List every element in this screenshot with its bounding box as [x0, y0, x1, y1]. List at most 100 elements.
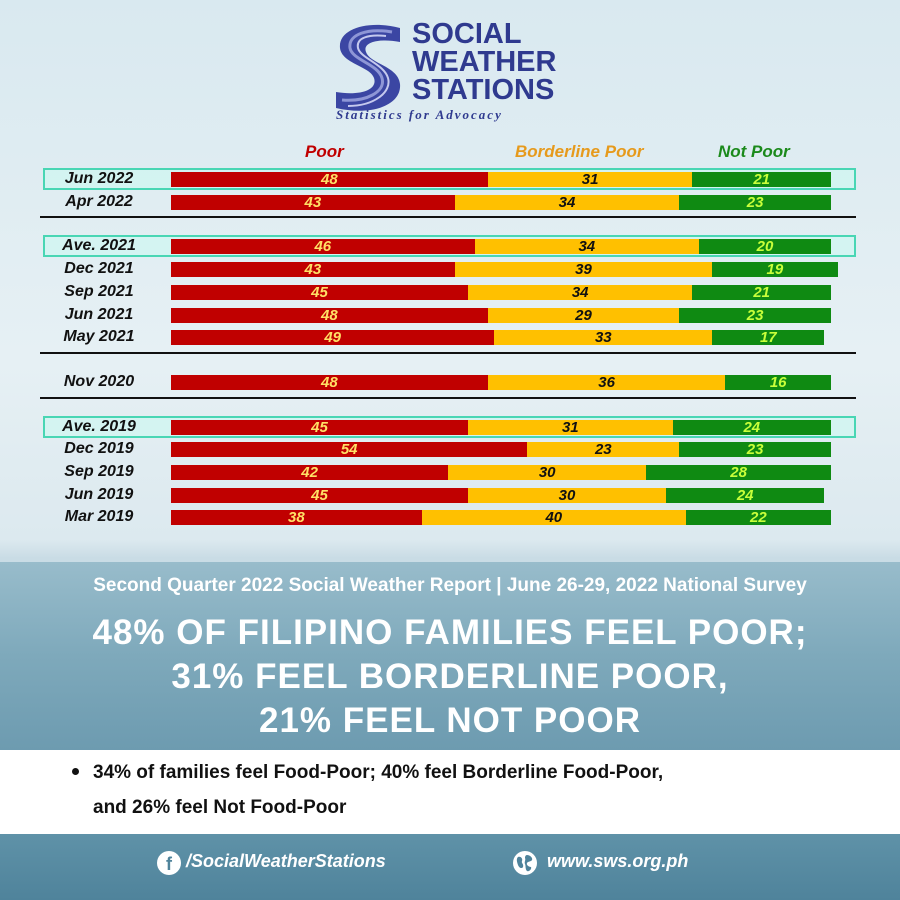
group-separator — [40, 351, 856, 354]
data-label-poor: 38 — [288, 509, 305, 527]
bullet-dot — [72, 768, 79, 775]
data-label-not-poor: 23 — [746, 441, 764, 459]
data-label-poor: 43 — [304, 193, 322, 211]
bar-borderline — [468, 284, 693, 300]
data-label-borderline: 36 — [598, 373, 615, 391]
bullet-text-line-1: 34% of families feel Food-Poor; 40% feel… — [93, 762, 664, 783]
logo-word-stations: STATIONS — [412, 74, 555, 106]
bar-not-poor — [712, 330, 825, 346]
data-label-not-poor: 20 — [756, 238, 774, 256]
data-label-not-poor: 23 — [746, 193, 764, 211]
data-label-borderline: 33 — [594, 329, 612, 347]
bar-borderline — [527, 442, 680, 458]
website-link[interactable]: www.sws.org.ph — [547, 851, 689, 871]
bar-poor — [171, 284, 468, 300]
data-label-not-poor: 24 — [736, 486, 754, 504]
data-label-poor: 48 — [321, 306, 338, 324]
facebook-handle-link[interactable]: /SocialWeatherStations — [186, 851, 386, 871]
bar-poor — [171, 510, 422, 526]
bar-borderline — [468, 487, 666, 503]
bar-poor — [171, 239, 475, 255]
bar-borderline — [487, 374, 726, 390]
bar-poor — [171, 330, 495, 346]
bar-not-poor — [699, 239, 831, 255]
data-label-borderline: 30 — [558, 486, 576, 504]
data-label-borderline: 29 — [575, 306, 592, 324]
data-label-borderline: 40 — [545, 509, 563, 527]
bar-borderline — [468, 419, 673, 435]
row-label: Nov 2020 — [63, 372, 135, 390]
bar-poor — [171, 465, 449, 480]
data-label-not-poor: 17 — [759, 329, 777, 347]
headline-line-3: 21% FEEL NOT POOR — [259, 701, 641, 740]
data-label-borderline: 31 — [581, 171, 599, 188]
row-label: Dec 2021 — [64, 260, 134, 278]
bar-not-poor — [725, 374, 831, 390]
stacked-bar-chart: Poor Borderline Poor Not Poor Jun 2022 48… — [0, 140, 900, 560]
data-label-poor: 43 — [304, 261, 322, 279]
bar-not-poor — [692, 284, 831, 300]
headline-line-2: 31% FEEL BORDERLINE POOR, — [171, 657, 729, 696]
facebook-icon[interactable]: f — [157, 851, 181, 875]
row-label: Sep 2019 — [64, 463, 134, 480]
data-label-poor: 45 — [311, 283, 328, 301]
bar-not-poor — [679, 307, 831, 323]
row-label: Ave. 2019 — [62, 417, 136, 435]
row-label: Jun 2019 — [64, 485, 134, 503]
bar-borderline — [487, 307, 680, 323]
data-label-not-poor: 28 — [730, 464, 747, 481]
bar-poor — [171, 307, 488, 323]
bar-poor — [171, 487, 468, 503]
legend-not-poor: Not Poor — [718, 142, 790, 161]
legend-poor: Poor — [305, 142, 344, 161]
bar-not-poor — [666, 487, 825, 503]
sws-s-mark-icon — [336, 24, 401, 111]
bar-poor — [171, 194, 455, 210]
data-label-poor: 45 — [311, 486, 328, 504]
data-label-poor: 48 — [321, 373, 338, 391]
bar-borderline — [421, 510, 686, 526]
bar-not-poor — [712, 262, 838, 278]
bar-not-poor — [679, 442, 831, 458]
data-label-poor: 46 — [314, 238, 332, 256]
bar-not-poor — [692, 172, 831, 187]
legend-borderline-poor: Borderline Poor — [515, 142, 644, 161]
globe-icon[interactable] — [512, 850, 538, 876]
data-label-borderline: 23 — [594, 441, 612, 459]
row-label: May 2021 — [63, 328, 135, 346]
data-label-poor: 49 — [324, 329, 342, 347]
data-label-poor: 42 — [301, 464, 318, 481]
report-subtitle: Second Quarter 2022 Social Weather Repor… — [93, 575, 807, 596]
data-label-not-poor: 19 — [766, 261, 784, 279]
data-label-not-poor: 21 — [753, 171, 771, 188]
bar-not-poor — [685, 510, 831, 526]
row-label: Apr 2022 — [65, 192, 133, 210]
data-label-borderline: 34 — [558, 193, 576, 211]
data-label-poor: 45 — [311, 418, 328, 436]
bar-borderline — [494, 330, 713, 346]
row-label: Dec 2019 — [64, 440, 134, 458]
bar-poor — [171, 442, 528, 458]
bar-borderline — [487, 172, 693, 187]
headline-band — [0, 562, 900, 750]
data-label-not-poor: 21 — [753, 283, 771, 301]
footer — [0, 834, 900, 900]
logo-word-weather: WEATHER — [412, 46, 557, 78]
logo-word-social: SOCIAL — [412, 18, 522, 50]
data-label-borderline: 31 — [561, 418, 579, 436]
headline-line-1: 48% OF FILIPINO FAMILIES FEEL POOR; — [92, 613, 808, 652]
group-separator — [40, 396, 856, 399]
bar-borderline — [474, 239, 699, 255]
group-separator — [40, 216, 856, 219]
data-label-not-poor: 24 — [743, 418, 761, 436]
sws-logo: SOCIAL WEATHER STATIONS Statistics for A… — [330, 20, 580, 130]
bar-poor — [171, 419, 468, 435]
bar-borderline — [448, 465, 647, 480]
bullet-area — [0, 750, 900, 834]
bar-poor — [171, 374, 488, 390]
row-label: Jun 2022 — [64, 170, 134, 187]
data-label-borderline: 34 — [571, 283, 589, 301]
data-label-poor: 54 — [340, 441, 358, 459]
data-label-not-poor: 22 — [750, 509, 767, 527]
